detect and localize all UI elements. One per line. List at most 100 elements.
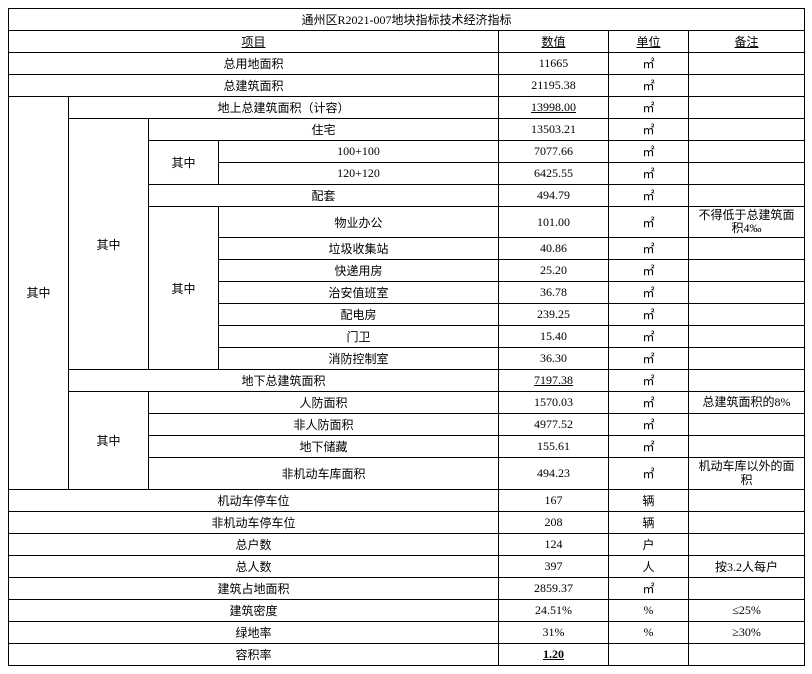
row-remark [689,489,805,511]
econ-indicator-table: 通州区R2021-007地块指标技术经济指标 项目 数值 单位 备注 总用地面积… [8,8,805,666]
row-unit: ㎡ [609,238,689,260]
row-value: 15.40 [499,326,609,348]
group-qizhong: 其中 [9,97,69,490]
row-value: 24.51% [499,599,609,621]
row-value: 1.20 [499,643,609,665]
row-value: 4977.52 [499,414,609,436]
row-unit: ㎡ [609,53,689,75]
row-remark [689,238,805,260]
row-label: 门卫 [219,326,499,348]
row-label: 建筑占地面积 [9,577,499,599]
header-unit: 单位 [609,31,689,53]
row-remark [689,282,805,304]
row-label: 非机动车停车位 [9,511,499,533]
row-unit: ㎡ [609,185,689,207]
row-label: 快递用房 [219,260,499,282]
row-label: 地下总建筑面积 [69,370,499,392]
header-remark: 备注 [689,31,805,53]
row-value: 21195.38 [499,75,609,97]
row-remark: 不得低于总建筑面积4‰ [689,207,805,238]
group-qizhong: 其中 [149,207,219,370]
row-label: 住宅 [149,119,499,141]
row-label: 总户数 [9,533,499,555]
row-label: 绿地率 [9,621,499,643]
row-remark [689,643,805,665]
row-label: 建筑密度 [9,599,499,621]
row-label: 总人数 [9,555,499,577]
row-value: 208 [499,511,609,533]
row-unit: 辆 [609,511,689,533]
row-label: 物业办公 [219,207,499,238]
row-value: 167 [499,489,609,511]
row-unit: ㎡ [609,370,689,392]
row-unit: ㎡ [609,414,689,436]
row-unit: ㎡ [609,141,689,163]
row-remark [689,53,805,75]
row-value: 36.78 [499,282,609,304]
row-unit: % [609,599,689,621]
row-value: 7197.38 [499,370,609,392]
row-label: 总用地面积 [9,53,499,75]
row-unit: ㎡ [609,348,689,370]
row-unit: 人 [609,555,689,577]
row-remark [689,348,805,370]
row-label: 非人防面积 [149,414,499,436]
row-label: 总建筑面积 [9,75,499,97]
row-unit: ㎡ [609,207,689,238]
row-value: 101.00 [499,207,609,238]
row-value: 124 [499,533,609,555]
row-unit: ㎡ [609,326,689,348]
row-remark [689,533,805,555]
row-remark [689,119,805,141]
row-unit: ㎡ [609,260,689,282]
row-label: 120+120 [219,163,499,185]
row-unit: ㎡ [609,392,689,414]
row-value: 31% [499,621,609,643]
row-remark [689,370,805,392]
row-value: 7077.66 [499,141,609,163]
row-value: 25.20 [499,260,609,282]
row-unit: ㎡ [609,304,689,326]
row-remark [689,185,805,207]
row-value: 397 [499,555,609,577]
row-remark [689,326,805,348]
row-value: 36.30 [499,348,609,370]
row-label: 地上总建筑面积（计容） [69,97,499,119]
row-remark: 总建筑面积的8% [689,392,805,414]
row-label: 人防面积 [149,392,499,414]
row-value: 2859.37 [499,577,609,599]
row-unit: ㎡ [609,119,689,141]
row-unit: ㎡ [609,75,689,97]
row-label: 容积率 [9,643,499,665]
row-unit: ㎡ [609,97,689,119]
row-value: 40.86 [499,238,609,260]
row-remark: ≤25% [689,599,805,621]
row-label: 机动车停车位 [9,489,499,511]
row-value: 239.25 [499,304,609,326]
row-remark [689,163,805,185]
row-value: 11665 [499,53,609,75]
row-label: 配电房 [219,304,499,326]
row-label: 配套 [149,185,499,207]
row-value: 494.79 [499,185,609,207]
row-remark [689,511,805,533]
group-qizhong: 其中 [69,119,149,370]
row-remark [689,414,805,436]
row-remark [689,436,805,458]
table-title: 通州区R2021-007地块指标技术经济指标 [9,9,805,31]
row-unit: ㎡ [609,436,689,458]
row-unit [609,643,689,665]
row-unit: ㎡ [609,458,689,489]
row-unit: % [609,621,689,643]
row-label: 100+100 [219,141,499,163]
row-label: 非机动车库面积 [149,458,499,489]
row-unit: 户 [609,533,689,555]
row-remark [689,577,805,599]
row-value: 13503.21 [499,119,609,141]
row-remark [689,260,805,282]
row-label: 消防控制室 [219,348,499,370]
row-label: 治安值班室 [219,282,499,304]
row-value: 494.23 [499,458,609,489]
row-remark [689,75,805,97]
row-remark [689,97,805,119]
